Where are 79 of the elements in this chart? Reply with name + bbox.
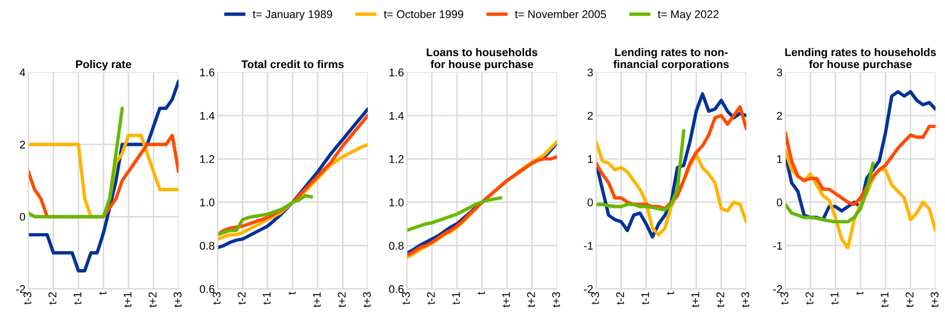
y-tick-label: -2	[773, 285, 782, 293]
x-tick-label: t+1	[502, 292, 510, 308]
x-tick-label: t+1	[312, 292, 321, 308]
x-tick-label: t+3	[741, 292, 750, 308]
chart-title: Lending rates to households for house purchase	[785, 48, 936, 70]
x-tick-label: t-1	[262, 292, 271, 304]
x-tick-label: t-3	[780, 292, 788, 304]
legend-label: t= October 1999	[384, 10, 464, 18]
y-tick-label: 1.4	[200, 112, 214, 120]
chart-title: Policy rate	[76, 60, 132, 70]
legend-label: t= January 1989	[252, 10, 332, 20]
x-tick-label: t-3	[402, 292, 410, 304]
line-series	[28, 106, 124, 218]
line-series	[406, 196, 502, 232]
chart-title: Lending rates to non- financial corporations	[613, 48, 729, 70]
y-tick-label: 0.6	[389, 285, 404, 294]
x-tick-label: t+2	[716, 292, 724, 308]
y-tick-label: 0	[20, 212, 26, 221]
x-tick-label: t	[288, 292, 296, 295]
x-tick-label: t+1	[124, 292, 132, 308]
line-series	[785, 162, 875, 224]
line-series	[596, 129, 686, 212]
y-tick-label: 0.6	[200, 285, 214, 294]
x-tick-label: t+1	[691, 292, 700, 308]
chart-title: Loans to households for house purchase	[426, 48, 538, 70]
line-series	[218, 194, 314, 236]
y-tick-label: 1	[777, 155, 782, 163]
x-tick-label: t+2	[527, 292, 535, 308]
x-tick-label: t-3	[23, 292, 32, 304]
y-tick-label: 0.8	[389, 242, 404, 250]
y-tick-label: 1	[588, 155, 593, 163]
x-tick-label: t-2	[806, 292, 814, 304]
y-tick-label: 0	[776, 198, 782, 206]
line-series	[785, 124, 936, 206]
line-series	[28, 80, 179, 273]
x-tick-label: t+2	[906, 292, 914, 308]
x-tick-label: t-2	[616, 292, 624, 304]
y-tick-label: -2	[584, 285, 593, 293]
y-tick-label: 1.0	[200, 198, 214, 206]
y-tick-label: 0	[588, 198, 593, 206]
x-tick-label: t-1	[830, 292, 838, 304]
y-tick-label: 1.6	[389, 68, 404, 76]
y-tick-label: -1	[773, 242, 782, 250]
x-tick-label: t+3	[362, 292, 371, 308]
y-tick-label: 1.0	[389, 198, 404, 206]
x-tick-label: t-1	[641, 292, 650, 304]
x-tick-label: t	[666, 292, 674, 295]
x-tick-label: t	[478, 292, 485, 295]
legend-label: t= November 2005	[514, 10, 606, 18]
x-tick-label: t-2	[427, 292, 435, 304]
y-tick-label: 1.4	[389, 112, 404, 120]
x-tick-label: t+3	[174, 292, 182, 308]
x-tick-label: t+3	[930, 292, 939, 308]
x-tick-label: t-2	[48, 292, 56, 304]
x-tick-label: t+3	[552, 292, 560, 308]
x-tick-label: t+2	[338, 292, 346, 308]
x-tick-label: t-3	[591, 292, 600, 304]
y-tick-label: 0.8	[200, 242, 214, 250]
legend-label: t= May 2022	[658, 10, 719, 20]
x-tick-label: t+2	[148, 292, 156, 308]
y-tick-label: 2	[776, 112, 782, 120]
y-tick-label: 2	[588, 112, 593, 120]
y-tick-label: 1.2	[389, 155, 404, 163]
y-tick-label: 1.6	[200, 68, 214, 76]
x-tick-label: t-1	[74, 292, 82, 304]
y-tick-label: 3	[776, 68, 782, 76]
x-tick-label: t	[856, 292, 864, 295]
x-tick-label: t	[99, 292, 106, 295]
y-tick-label: -2	[16, 285, 26, 293]
y-tick-label: 1.2	[200, 155, 214, 163]
y-tick-label: -1	[584, 242, 593, 250]
x-tick-label: t-3	[212, 292, 221, 304]
x-tick-label: t-1	[452, 292, 460, 304]
x-tick-label: t-2	[238, 292, 246, 304]
y-tick-label: 2	[20, 140, 26, 148]
x-tick-label: t+1	[880, 292, 888, 308]
chart-title: Total credit to firms	[241, 60, 344, 68]
y-tick-label: 4	[20, 68, 26, 76]
y-tick-label: 3	[588, 68, 593, 76]
